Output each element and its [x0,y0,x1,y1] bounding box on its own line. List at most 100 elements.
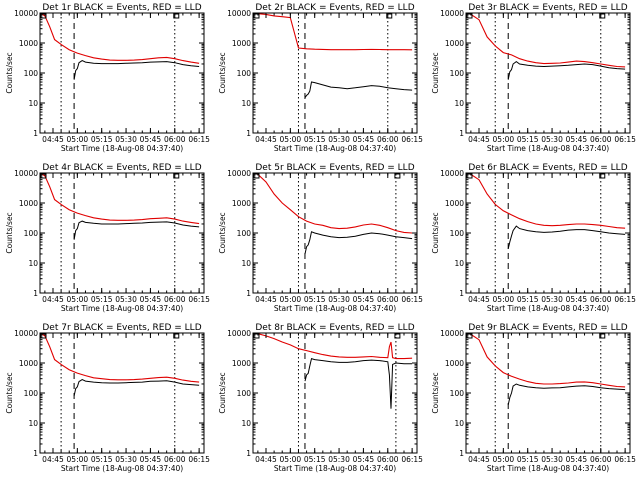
plot-frame [465,172,631,294]
lld-series-line [40,333,200,383]
x-tick-label: 05:45 [140,295,162,304]
x-tick-label: 05:00 [493,135,515,144]
y-tick-label: 10 [241,259,251,268]
x-tick-label: 06:15 [401,295,423,304]
x-tick-label: 05:30 [115,455,137,464]
x-tick-label: 05:45 [140,455,162,464]
x-tick-label: 05:15 [517,135,539,144]
x-tick-label: 05:30 [328,455,350,464]
detector-panel: Det 9r BLACK = Events, RED = LLD Counts/s… [431,323,636,473]
y-tick-label: 100 [24,69,39,78]
y-axis-label: Counts/sec [218,372,227,413]
plot-area [40,13,200,133]
y-tick-label: 10 [28,259,38,268]
detector-panel: Det 5r BLACK = Events, RED = LLD Counts/s… [218,163,423,313]
x-tick-label: 05:00 [280,135,302,144]
x-tick-label: 06:00 [377,455,399,464]
x-tick-label: 06:00 [164,455,186,464]
lld-series-line [253,333,413,360]
x-axis-label: Start Time (18-Aug-08 04:37:40) [487,144,609,153]
x-tick-label: 05:45 [566,455,588,464]
segment-marker [599,173,606,179]
segment-marker [173,173,180,179]
segment-marker [173,13,180,19]
y-tick-label: 1 [33,129,38,138]
y-tick-label: 10000 [14,329,38,338]
plot-area [253,173,413,293]
plot-area [466,13,626,133]
plot-frame [39,172,205,294]
x-tick-label: 06:00 [590,295,612,304]
x-tick-label: 06:00 [164,135,186,144]
y-tick-label: 10 [454,99,464,108]
events-series-line [507,225,626,249]
y-tick-label: 10000 [14,9,38,18]
x-tick-label: 05:15 [304,135,326,144]
detector-panel: Det 2r BLACK = Events, RED = LLD Counts/s… [218,3,423,153]
panel-title: Det 8r BLACK = Events, RED = LLD [255,323,414,333]
x-axis-label: Start Time (18-Aug-08 04:37:40) [61,144,183,153]
y-tick-label: 100 [450,69,465,78]
x-tick-label: 05:00 [493,455,515,464]
plot-area [40,333,200,453]
lld-series-line [40,173,200,225]
detector-panel: Det 8r BLACK = Events, RED = LLD Counts/s… [218,323,423,473]
x-axis-label: Start Time (18-Aug-08 04:37:40) [61,304,183,313]
y-tick-label: 10 [28,419,38,428]
y-tick-label: 1 [459,289,464,298]
x-tick-label: 05:15 [517,455,539,464]
plot-area [253,333,413,453]
y-axis-label: Counts/sec [431,52,440,93]
x-tick-label: 05:30 [328,135,350,144]
x-tick-label: 05:30 [541,455,563,464]
y-tick-label: 10 [454,419,464,428]
x-axis-label: Start Time (18-Aug-08 04:37:40) [487,464,609,473]
events-series-line [507,60,626,80]
plot-frame [465,12,631,134]
panel-title: Det 2r BLACK = Events, RED = LLD [255,3,414,13]
detector-panel: Det 7r BLACK = Events, RED = LLD Counts/s… [5,323,210,473]
y-tick-label: 100 [237,69,252,78]
y-tick-label: 1 [246,289,251,298]
x-tick-label: 05:45 [566,295,588,304]
x-tick-label: 06:15 [188,455,210,464]
x-tick-label: 05:45 [353,295,375,304]
y-tick-label: 10000 [227,329,251,338]
x-tick-label: 05:45 [566,135,588,144]
events-series-line [73,220,200,240]
x-tick-label: 06:15 [401,135,423,144]
lld-series-line [40,13,200,64]
x-tick-label: 04:45 [468,295,490,304]
detector-panel: Det 3r BLACK = Events, RED = LLD Counts/s… [431,3,636,153]
plot-area [466,173,626,293]
plot-area [466,333,626,453]
y-tick-label: 1000 [232,199,251,208]
lld-series-line [466,13,626,68]
y-tick-label: 100 [24,389,39,398]
y-axis-label: Counts/sec [5,372,14,413]
y-tick-label: 1 [459,129,464,138]
x-tick-label: 05:15 [91,295,113,304]
plot-frame [465,332,631,454]
segment-marker [386,13,393,19]
lld-series-line [253,173,413,234]
x-tick-label: 05:15 [91,455,113,464]
x-tick-label: 05:45 [353,135,375,144]
x-axis-label: Start Time (18-Aug-08 04:37:40) [274,144,396,153]
plot-area [253,13,413,133]
segment-marker [599,13,606,19]
y-tick-label: 100 [450,389,465,398]
x-tick-label: 05:00 [493,295,515,304]
events-series-line [304,357,413,409]
y-tick-label: 10 [454,259,464,268]
panel-title: Det 6r BLACK = Events, RED = LLD [468,163,627,173]
x-tick-label: 04:45 [255,455,277,464]
segment-marker [599,333,606,339]
detector-panel: Det 1r BLACK = Events, RED = LLD Counts/s… [5,3,210,153]
x-tick-label: 06:15 [401,455,423,464]
panel-title: Det 5r BLACK = Events, RED = LLD [255,163,414,173]
y-tick-label: 1000 [19,359,38,368]
y-tick-label: 10000 [14,169,38,178]
x-tick-label: 05:15 [517,295,539,304]
